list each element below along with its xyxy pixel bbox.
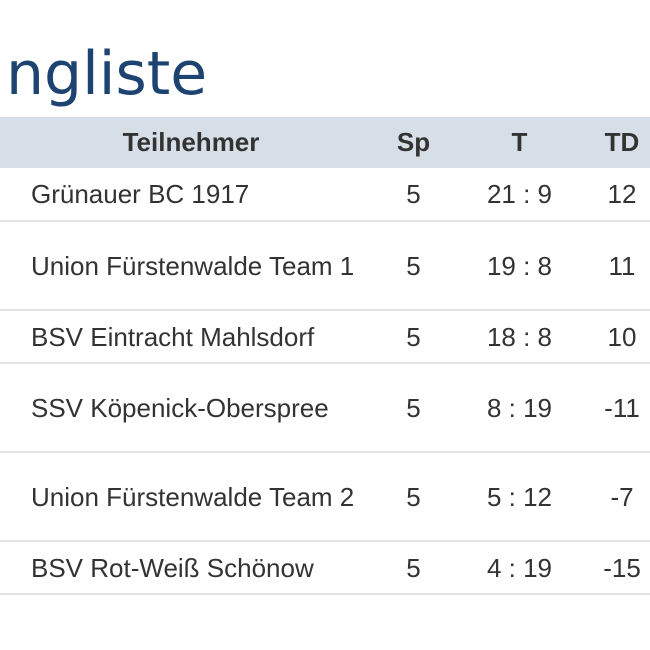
goal-difference: -11 bbox=[594, 363, 650, 453]
header-games[interactable]: Sp bbox=[396, 127, 431, 157]
header-participant[interactable]: Teilnehmer bbox=[122, 127, 260, 157]
goal-difference: -15 bbox=[594, 541, 650, 595]
games-played: 5 bbox=[382, 310, 445, 364]
table-row[interactable]: Grünauer BC 1917 5 21 : 9 12 bbox=[0, 168, 650, 222]
table-header-row: Teilnehmer Sp T TD bbox=[0, 117, 650, 168]
goal-difference: 12 bbox=[594, 168, 650, 222]
goal-difference: 10 bbox=[594, 310, 650, 364]
team-name[interactable]: BSV Rot-Weiß Schönow bbox=[0, 541, 382, 595]
goals: 18 : 8 bbox=[445, 310, 594, 364]
team-name[interactable]: Grünauer BC 1917 bbox=[0, 168, 382, 222]
header-goals[interactable]: T bbox=[511, 127, 528, 157]
header-goal-difference[interactable]: TD bbox=[604, 127, 640, 157]
games-played: 5 bbox=[382, 363, 445, 453]
team-name[interactable]: Union Fürstenwalde Team 1 bbox=[0, 221, 382, 311]
goals: 21 : 9 bbox=[445, 168, 594, 222]
games-played: 5 bbox=[382, 221, 445, 311]
team-name[interactable]: Union Fürstenwalde Team 2 bbox=[0, 452, 382, 542]
table-row[interactable]: BSV Eintracht Mahlsdorf 5 18 : 8 10 bbox=[0, 310, 650, 364]
table-row[interactable]: BSV Rot-Weiß Schönow 5 4 : 19 -15 bbox=[0, 541, 650, 595]
goal-difference: -7 bbox=[594, 452, 650, 542]
games-played: 5 bbox=[382, 168, 445, 222]
team-name[interactable]: SSV Köpenick-Oberspree bbox=[0, 363, 382, 453]
games-played: 5 bbox=[382, 541, 445, 595]
table-row[interactable]: SSV Köpenick-Oberspree 5 8 : 19 -11 bbox=[0, 363, 650, 453]
page-title: ngliste bbox=[6, 39, 208, 109]
table-row[interactable]: Union Fürstenwalde Team 2 5 5 : 12 -7 bbox=[0, 452, 650, 542]
games-played: 5 bbox=[382, 452, 445, 542]
goals: 19 : 8 bbox=[445, 221, 594, 311]
ranking-table: Teilnehmer Sp T TD Grünauer BC 1917 5 21… bbox=[0, 117, 650, 595]
table-row[interactable]: Union Fürstenwalde Team 1 5 19 : 8 11 bbox=[0, 221, 650, 311]
goals: 8 : 19 bbox=[445, 363, 594, 453]
goal-difference: 11 bbox=[594, 221, 650, 311]
goals: 4 : 19 bbox=[445, 541, 594, 595]
team-name[interactable]: BSV Eintracht Mahlsdorf bbox=[0, 310, 382, 364]
goals: 5 : 12 bbox=[445, 452, 594, 542]
